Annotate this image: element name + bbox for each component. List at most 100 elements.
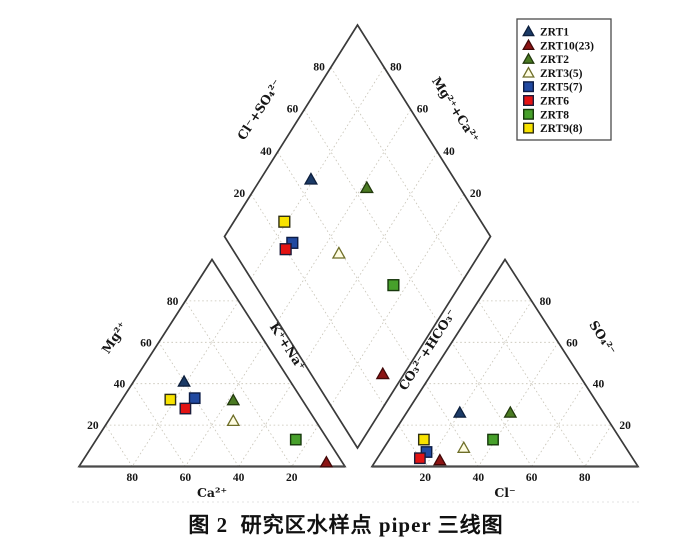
tick-ca-20: 20	[286, 472, 298, 484]
axis-label-mg-ca: Mg²⁺+Ca²⁺	[429, 74, 483, 145]
legend-marker-ZRT5	[523, 81, 535, 93]
tick-mg-40: 40	[114, 379, 126, 391]
tick-mgca-80: 80	[390, 61, 402, 73]
tick-mgca-40: 40	[443, 146, 455, 158]
tick-mg-80: 80	[167, 296, 179, 308]
marker-ZRT9-anion	[417, 433, 430, 446]
marker-ZRT6-anion	[413, 452, 426, 465]
legend-label-ZRT10: ZRT10(23)	[540, 40, 594, 52]
marker-ZRT6-cation	[179, 402, 192, 415]
axis-label-so4: SO₄²⁻	[586, 318, 619, 358]
marker-ZRT3-cation	[226, 413, 241, 427]
legend-item-ZRT2: ZRT2	[522, 52, 569, 66]
grid-line	[330, 193, 465, 406]
axis-label-k-na: K⁺+Na⁺	[267, 320, 309, 374]
legend-item-ZRT10: ZRT10(23)	[522, 38, 594, 52]
legend-marker-ZRT6	[523, 94, 535, 106]
tick-so4-40: 40	[593, 379, 605, 391]
marker-ZRT10-anion	[432, 453, 447, 466]
tick-clso4-80: 80	[313, 61, 325, 73]
grid-line	[185, 342, 266, 467]
grid-line	[584, 424, 612, 467]
legend-label-ZRT5: ZRT5(7)	[540, 82, 583, 94]
legend-label-ZRT2: ZRT2	[540, 54, 569, 66]
grid-line	[478, 300, 586, 467]
marker-ZRT10-diamond	[375, 366, 390, 380]
marker-ZRT1-diamond	[303, 172, 319, 185]
legend-label-ZRT3: ZRT3(5)	[540, 68, 583, 80]
tick-mg-60: 60	[140, 337, 152, 349]
marker-ZRT8-anion	[487, 433, 499, 446]
legend-marker-ZRT3	[522, 66, 535, 78]
legend-item-ZRT9: ZRT9(8)	[523, 122, 583, 135]
legend-item-ZRT5: ZRT5(7)	[523, 81, 583, 94]
tick-clso4-20: 20	[234, 188, 246, 200]
figure-caption: 图 2 研究区水样点 piper 三线图	[188, 513, 504, 537]
marker-ZRT3-anion	[456, 440, 471, 453]
marker-ZRT5-diamond	[286, 236, 299, 249]
tick-mgca-60: 60	[417, 104, 429, 116]
marker-ZRT1-anion	[452, 405, 467, 418]
axis-label-cl-so4: Cl⁻+SO₄²⁻	[234, 76, 284, 142]
legend-marker-ZRT8	[523, 108, 535, 120]
legend-item-ZRT1: ZRT1	[522, 24, 569, 39]
marker-ZRT5-anion	[420, 446, 433, 458]
tick-cl-80: 80	[579, 472, 591, 484]
grid-line	[185, 300, 293, 467]
legend-label-ZRT9: ZRT9(8)	[540, 123, 583, 135]
legend-label-ZRT6: ZRT6	[540, 96, 569, 108]
axis-label-mg: Mg²⁺	[98, 319, 129, 356]
legend-label-ZRT8: ZRT8	[540, 109, 569, 121]
data-points	[164, 172, 518, 468]
tick-so4-60: 60	[566, 337, 578, 349]
legend-marker-ZRT9	[523, 122, 535, 134]
marker-ZRT5-cation	[188, 392, 201, 405]
grid-line	[303, 151, 438, 364]
marker-ZRT8-diamond	[387, 279, 400, 292]
marker-ZRT1-cation	[177, 374, 191, 387]
tick-ca-40: 40	[233, 472, 245, 484]
marker-ZRT6-diamond	[279, 243, 292, 256]
marker-ZRT2-cation	[226, 393, 241, 406]
tick-cl-40: 40	[473, 472, 485, 484]
tick-clso4-60: 60	[287, 104, 299, 116]
tick-clso4-40: 40	[260, 146, 272, 158]
tick-cl-60: 60	[526, 472, 538, 484]
tick-so4-80: 80	[540, 296, 552, 308]
grid-line	[291, 424, 319, 467]
legend-marker-ZRT10	[522, 38, 535, 51]
diamond-outline	[223, 23, 492, 450]
plot-frames	[72, 23, 640, 503]
grid-line	[424, 300, 532, 467]
grid-line	[131, 300, 239, 467]
legend-item-ZRT3: ZRT3(5)	[522, 66, 583, 80]
legend-label-ZRT1: ZRT1	[540, 27, 569, 39]
anion-triangle-grid	[398, 300, 612, 467]
marker-ZRT9-cation	[164, 393, 177, 406]
axis-label-ca: Ca²⁺	[197, 485, 227, 500]
marker-ZRT2-anion	[503, 405, 518, 418]
legend-marker-ZRT1	[522, 24, 535, 37]
axis-label-cl: Cl⁻	[494, 485, 515, 500]
tick-ca-80: 80	[126, 472, 138, 484]
tick-mgca-20: 20	[470, 188, 482, 200]
marker-ZRT10-cation	[319, 455, 334, 468]
grid-line	[303, 109, 438, 322]
legend-item-ZRT6: ZRT6	[523, 94, 569, 108]
grid-line	[478, 342, 559, 467]
legend-marker-ZRT2	[522, 52, 535, 64]
grid-line	[531, 383, 586, 467]
marker-ZRT2-diamond	[359, 180, 374, 194]
tick-mg-20: 20	[87, 420, 99, 432]
tick-ca-60: 60	[180, 472, 192, 484]
grid-line	[250, 193, 385, 406]
cation-triangle-grid	[105, 300, 319, 467]
grid-line	[451, 342, 532, 467]
tick-cl-20: 20	[419, 472, 431, 484]
marker-ZRT8-cation	[289, 433, 302, 446]
legend-item-ZRT8: ZRT8	[523, 108, 569, 121]
grid-line	[105, 424, 133, 467]
